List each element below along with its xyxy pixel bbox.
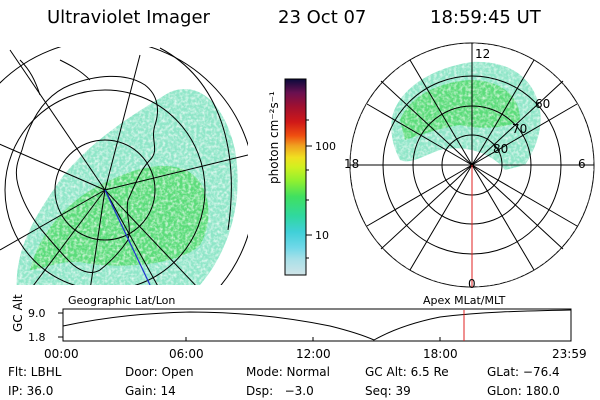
timeline-frame	[62, 308, 572, 342]
color-bar	[284, 78, 307, 276]
mlat-label-70: 70	[512, 122, 528, 136]
colorbar-tick-100: 100	[315, 140, 336, 153]
status-glat: GLat: −76.4	[487, 365, 560, 379]
timeline-ytick-high: 9.0	[28, 307, 46, 320]
colorbar-unit-label: photon cm⁻²s⁻¹	[267, 91, 281, 184]
colorbar-tick-10: 10	[315, 229, 329, 242]
mlt-label-0: 0	[468, 277, 476, 291]
mlt-label-18: 18	[344, 157, 360, 171]
geographic-map-panel	[0, 47, 248, 285]
status-seq: Seq: 39	[365, 384, 411, 398]
time-label: 18:59:45 UT	[430, 7, 541, 28]
status-ip: IP: 36.0	[8, 384, 54, 398]
timeline-xtick-1800: 18:00	[423, 347, 458, 361]
right-panel-caption: Apex MLat/MLT	[423, 294, 506, 307]
mlat-label-60: 60	[535, 97, 551, 111]
status-gc-alt: GC Alt: 6.5 Re	[365, 365, 449, 379]
status-glon: GLon: 180.0	[487, 384, 560, 398]
left-panel-caption: Geographic Lat/Lon	[68, 294, 176, 307]
timeline-axis-label: GC Alt	[11, 294, 25, 332]
status-gain: Gain: 14	[125, 384, 176, 398]
mlat-label-80: 80	[493, 142, 509, 156]
color-bar-ticks	[306, 119, 312, 259]
timeline-ticks	[58, 312, 441, 341]
status-flt: Flt: LBHL	[8, 365, 62, 379]
timeline-xtick-2359: 23:59	[552, 347, 587, 361]
polar-mlat-mlt-panel	[349, 42, 595, 288]
altitude-curve	[62, 309, 572, 341]
mlt-label-6: 6	[578, 157, 586, 171]
timeline-xtick-0000: 00:00	[44, 347, 79, 361]
status-mode: Mode: Normal	[246, 365, 330, 379]
timeline-xtick-1200: 12:00	[296, 347, 331, 361]
instrument-title: Ultraviolet Imager	[47, 7, 210, 28]
status-dsp: Dsp: −3.0	[246, 384, 314, 398]
timeline-xtick-0600: 06:00	[169, 347, 204, 361]
date-label: 23 Oct 07	[278, 7, 367, 28]
status-door: Door: Open	[125, 365, 194, 379]
mlt-label-12: 12	[475, 47, 491, 61]
coastline	[15, 75, 158, 273]
timeline-ytick-low: 1.8	[28, 331, 46, 344]
map-grid-lines	[0, 47, 248, 285]
